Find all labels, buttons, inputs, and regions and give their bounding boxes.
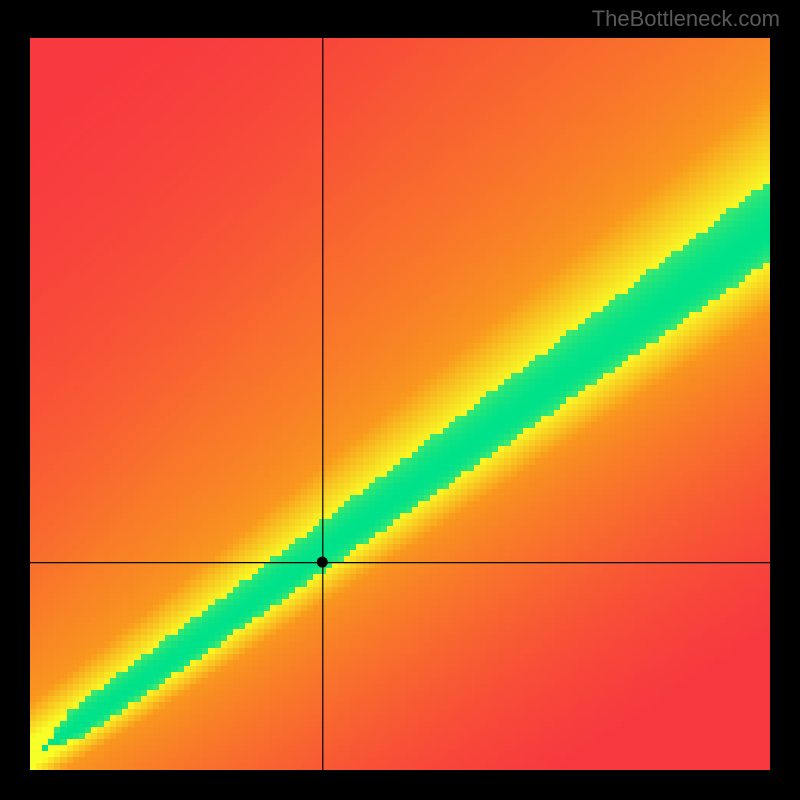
heatmap-canvas	[30, 38, 770, 770]
watermark-text: TheBottleneck.com	[592, 6, 780, 32]
plot-area	[30, 38, 770, 770]
chart-container: TheBottleneck.com	[0, 0, 800, 800]
